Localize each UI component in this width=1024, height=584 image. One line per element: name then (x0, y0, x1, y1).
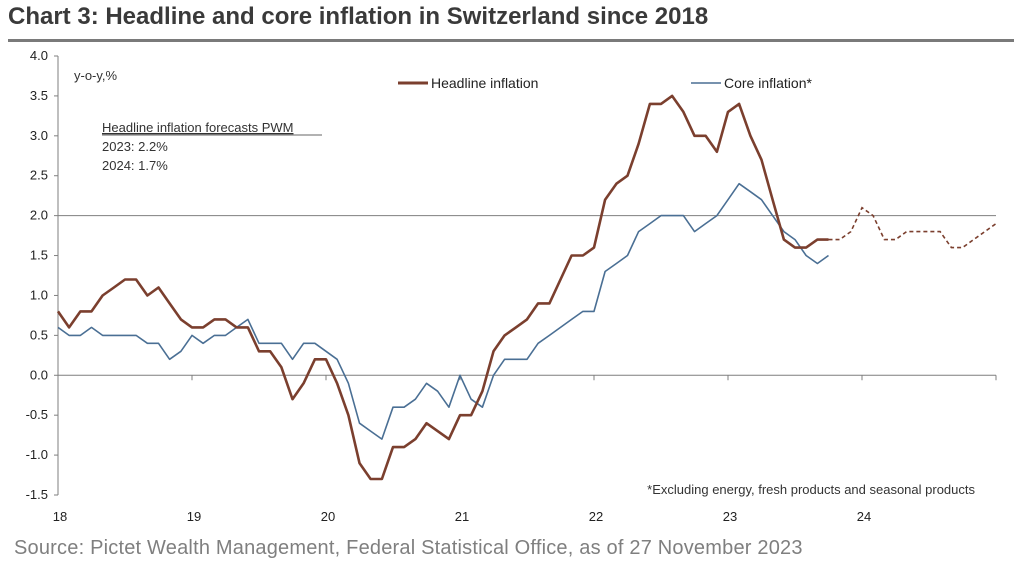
forecast-heading: Headline inflation forecasts PWM (102, 120, 293, 135)
y-tick-label: -1.5 (26, 487, 48, 502)
axes: 4.0 3.5 3.0 2.5 2.0 1.5 1.0 0.5 0.0 -0.5 -1.0 -1.5 1… (26, 48, 997, 524)
legend-label-core: Core inflation* (724, 75, 812, 91)
y-tick-label: 4.0 (30, 48, 48, 63)
y-tick-label: 0.5 (30, 327, 48, 342)
x-tick-label: 20 (321, 509, 335, 524)
y-tick-label: -1.0 (26, 447, 48, 462)
legend-label-headline: Headline inflation (431, 75, 538, 91)
y-unit-label: y-o-y,% (74, 68, 118, 83)
y-tick-label: 1.5 (30, 248, 48, 263)
footnote: *Excluding energy, fresh products and se… (647, 482, 975, 497)
chart-title: Chart 3: Headline and core inflation in … (8, 3, 709, 30)
y-tick-label: 2.5 (30, 168, 48, 183)
y-tick-label: 3.0 (30, 128, 48, 143)
forecast-annotation: Headline inflation forecasts PWM 2023: 2… (102, 120, 322, 173)
series-line-headline (56, 94, 829, 481)
forecast-2023: 2023: 2.2% (102, 139, 168, 154)
legend: Headline inflation Core inflation* (398, 75, 812, 91)
series-line-headline-forecast (828, 206, 997, 249)
y-tick-label: 2.0 (30, 208, 48, 223)
y-tick-label: 0.0 (30, 367, 48, 382)
series-line-core (57, 182, 829, 440)
x-tick-label: 19 (187, 509, 201, 524)
title-rule (8, 39, 1014, 42)
y-tick-label: 1.0 (30, 287, 48, 302)
x-tick-label: 24 (857, 509, 871, 524)
series-layer (56, 94, 997, 481)
x-tick-label: 22 (589, 509, 603, 524)
x-tick-label: 18 (53, 509, 67, 524)
forecast-2024: 2024: 1.7% (102, 158, 168, 173)
x-tick-label: 21 (455, 509, 469, 524)
x-tick-label: 23 (723, 509, 737, 524)
y-tick-label: 3.5 (30, 88, 48, 103)
y-tick-label: -0.5 (26, 407, 48, 422)
source-note: Source: Pictet Wealth Management, Federa… (14, 537, 803, 559)
